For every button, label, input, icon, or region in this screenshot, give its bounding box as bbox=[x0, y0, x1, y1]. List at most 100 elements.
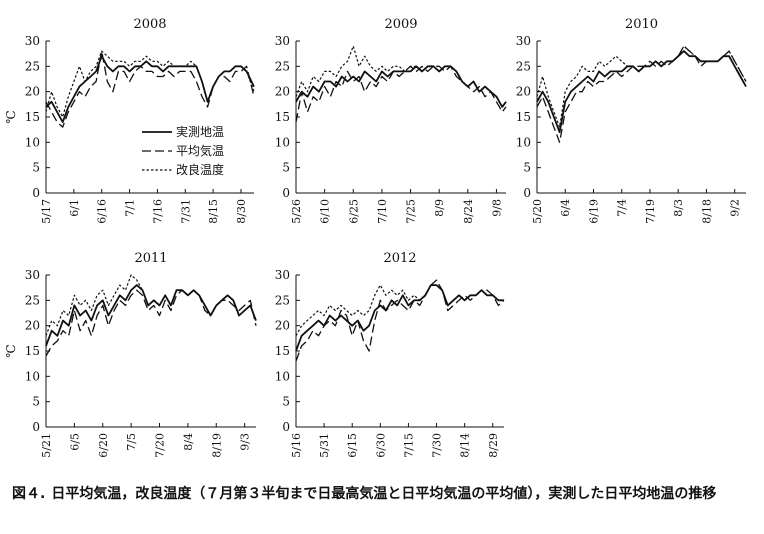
x-tick-label: 6/10 bbox=[319, 199, 332, 224]
y-tick-label: 15 bbox=[25, 110, 40, 124]
chart-panel-2009: 2009 0 5 10 15 20 25 30 5/26 6/10 6/25 7/10 7/25 8/9 8… bbox=[275, 17, 507, 224]
x-tick-label: 8/18 bbox=[700, 199, 713, 224]
series-line-dashed bbox=[295, 65, 507, 123]
y-tick-label: 15 bbox=[275, 110, 290, 124]
y-tick-label: 5 bbox=[282, 395, 290, 409]
y-tick-label: 15 bbox=[516, 110, 531, 124]
chart-title: 2012 bbox=[383, 251, 416, 266]
x-tick-label: 6/25 bbox=[347, 199, 360, 224]
y-tick-label: 25 bbox=[275, 59, 290, 73]
y-tick-label: 5 bbox=[32, 395, 40, 409]
series-line-dotted bbox=[295, 45, 507, 108]
x-tick-label: 6/16 bbox=[96, 199, 109, 224]
y-tick-label: 0 bbox=[282, 420, 290, 434]
chart-panel-2012: 2012 0 5 10 15 20 25 30 5/16 5/31 6/15 6/30 7/15 7/30… bbox=[275, 251, 505, 458]
x-tick-label: 7/30 bbox=[431, 433, 444, 458]
x-tick-label: 7/5 bbox=[125, 433, 138, 451]
figure-caption: 図４. 日平均気温，改良温度（７月第３半旬まで日最高気温と日平均気温の平均値），実… bbox=[12, 484, 752, 505]
y-tick-label: 30 bbox=[25, 34, 40, 48]
y-tick-label: 5 bbox=[282, 161, 290, 175]
y-tick-label: 25 bbox=[25, 293, 40, 307]
x-tick-label: 7/25 bbox=[405, 199, 418, 224]
series-line-solid bbox=[45, 55, 255, 123]
x-tick-label: 5/31 bbox=[318, 433, 331, 458]
x-tick-label: 6/4 bbox=[559, 199, 572, 217]
y-axis-label: ℃ bbox=[4, 110, 18, 123]
x-tick-label: 8/3 bbox=[672, 199, 685, 217]
legend-label: 改良温度 bbox=[176, 162, 224, 177]
y-tick-label: 0 bbox=[32, 186, 40, 200]
y-tick-label: 0 bbox=[32, 420, 40, 434]
chart-panel-2011: 2011 0 5 10 15 20 25 30 ℃ 5/21 6/5 6/20 7/5 7/20 8/4 8/… bbox=[4, 251, 257, 458]
x-tick-label: 6/19 bbox=[587, 199, 600, 224]
x-tick-label: 8/4 bbox=[182, 433, 195, 451]
chart-title: 2009 bbox=[384, 17, 417, 32]
series-line-solid bbox=[295, 284, 504, 352]
x-tick-label: 6/15 bbox=[346, 433, 359, 458]
y-tick-label: 20 bbox=[516, 85, 531, 99]
x-tick-label: 7/1 bbox=[124, 199, 137, 217]
y-tick-label: 20 bbox=[275, 319, 290, 333]
series-line-dotted bbox=[45, 274, 257, 337]
x-tick-label: 7/20 bbox=[154, 433, 167, 458]
x-tick-label: 8/29 bbox=[487, 433, 500, 458]
x-tick-label: 6/5 bbox=[68, 433, 81, 451]
y-tick-label: 25 bbox=[516, 59, 531, 73]
y-tick-label: 25 bbox=[25, 59, 40, 73]
chart-panel-2010: 2010 0 5 10 15 20 25 30 5/20 6/4 6/19 7/4 7/19 8/3 8/1… bbox=[516, 17, 747, 224]
y-tick-label: 5 bbox=[523, 161, 531, 175]
x-tick-label: 7/16 bbox=[151, 199, 164, 224]
x-tick-label: 7/4 bbox=[616, 199, 629, 217]
y-tick-label: 10 bbox=[275, 135, 290, 149]
chart-title: 2011 bbox=[134, 251, 167, 266]
y-tick-label: 5 bbox=[32, 161, 40, 175]
y-tick-label: 20 bbox=[25, 319, 40, 333]
y-tick-label: 10 bbox=[516, 135, 531, 149]
series-line-dashed bbox=[536, 45, 747, 143]
x-tick-label: 8/30 bbox=[235, 199, 248, 224]
series-line-dashed bbox=[45, 289, 257, 357]
x-tick-label: 7/15 bbox=[402, 433, 415, 458]
y-tick-label: 25 bbox=[275, 293, 290, 307]
legend-label: 実測地温 bbox=[176, 124, 224, 139]
x-tick-label: 8/15 bbox=[207, 199, 220, 224]
y-tick-label: 30 bbox=[275, 34, 290, 48]
x-tick-label: 8/9 bbox=[433, 199, 446, 217]
x-tick-label: 7/10 bbox=[376, 199, 389, 224]
series-line-dotted bbox=[45, 50, 255, 118]
y-tick-label: 20 bbox=[25, 85, 40, 99]
x-tick-label: 9/8 bbox=[490, 199, 503, 217]
chart-title: 2010 bbox=[625, 17, 658, 32]
y-tick-label: 30 bbox=[516, 34, 531, 48]
y-tick-label: 20 bbox=[275, 85, 290, 99]
y-tick-label: 30 bbox=[25, 268, 40, 282]
series-line-dashed bbox=[295, 279, 505, 362]
x-tick-label: 8/24 bbox=[462, 199, 475, 224]
y-axis-label: ℃ bbox=[4, 344, 18, 357]
x-tick-label: 5/21 bbox=[40, 433, 53, 458]
y-tick-label: 15 bbox=[275, 344, 290, 358]
chart-title: 2008 bbox=[133, 17, 166, 32]
y-tick-label: 10 bbox=[275, 369, 290, 383]
figure-panels: 2008 0 5 10 15 20 25 30 ℃ 5/17 6/1 6/16 7/1 7/16 7/31 8… bbox=[4, 17, 747, 458]
x-tick-label: 8/19 bbox=[210, 433, 223, 458]
x-tick-label: 7/19 bbox=[644, 199, 657, 224]
series-line-dotted bbox=[536, 45, 747, 128]
chart-panel-2008: 2008 0 5 10 15 20 25 30 ℃ 5/17 6/1 6/16 7/1 7/16 7/31 8… bbox=[4, 17, 255, 224]
series-line-dotted bbox=[295, 284, 504, 337]
y-tick-label: 10 bbox=[25, 135, 40, 149]
series-line-solid bbox=[295, 65, 507, 108]
x-tick-label: 5/26 bbox=[290, 199, 303, 224]
x-tick-label: 7/31 bbox=[179, 199, 192, 224]
x-tick-label: 6/30 bbox=[374, 433, 387, 458]
x-tick-label: 8/14 bbox=[459, 433, 472, 458]
caption-label: 図４. bbox=[12, 486, 46, 502]
y-tick-label: 0 bbox=[523, 186, 531, 200]
legend-label: 平均気温 bbox=[176, 143, 224, 158]
y-tick-label: 15 bbox=[25, 344, 40, 358]
x-tick-label: 5/16 bbox=[290, 433, 303, 458]
caption-text: 日平均気温，改良温度（７月第３半旬まで日最高気温と日平均気温の平均値），実測した… bbox=[51, 486, 717, 502]
x-tick-label: 6/1 bbox=[68, 199, 81, 217]
y-tick-label: 0 bbox=[282, 186, 290, 200]
